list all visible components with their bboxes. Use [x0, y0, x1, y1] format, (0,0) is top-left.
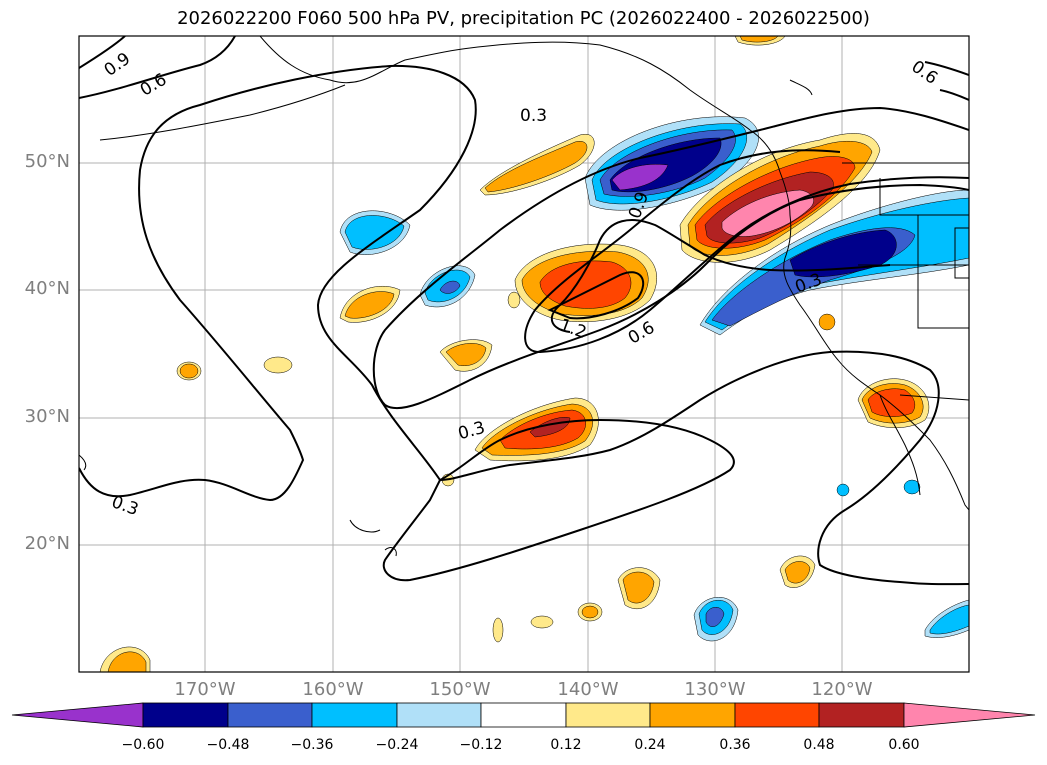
- colorbar-tick-label: 0.36: [719, 737, 751, 753]
- colorbar-tick-label: −0.12: [459, 737, 503, 753]
- colorbar-bin: [649, 702, 736, 728]
- pv-contours: [79, 36, 969, 586]
- colorbar-bin: [396, 702, 482, 728]
- precip-anomaly-positive: [484, 141, 588, 193]
- colorbar-tick-label: −0.36: [290, 737, 334, 753]
- precip-anomaly-positive: [530, 615, 554, 629]
- precip-anomaly-positive: [622, 571, 655, 604]
- precip-anomaly-negative: [903, 479, 921, 495]
- precip-anomaly-positive: [539, 260, 632, 309]
- colorbar-bin: [142, 702, 229, 728]
- pv-contour-0.3: [79, 64, 969, 586]
- lat-label: 30°N: [24, 406, 70, 427]
- precip-anomaly-negative: [836, 483, 850, 497]
- precip-anomaly-positive: [492, 617, 504, 643]
- precip-anomaly-positive: [784, 561, 811, 584]
- lon-label: 160°W: [302, 679, 364, 700]
- precip-anomaly-positive: [581, 605, 599, 619]
- lat-label: 50°N: [24, 151, 70, 172]
- precip-anomaly-positive: [445, 343, 487, 366]
- pv-contour-0.6: [79, 36, 236, 99]
- precip-anomaly-positive: [818, 313, 836, 331]
- pv-contour-0.9: [939, 89, 969, 101]
- map-frame: [78, 35, 970, 673]
- precip-anomaly-negative: [929, 604, 969, 635]
- pv-contour-0.6: [524, 149, 969, 354]
- pv-contour-0.9: [79, 36, 126, 69]
- colorbar: [11, 702, 1036, 728]
- map-area: [79, 36, 969, 672]
- precip-anomaly-negative: [611, 164, 669, 191]
- colorbar-bin: [734, 702, 820, 728]
- lon-label: 170°W: [174, 679, 236, 700]
- colorbar-bin: [565, 702, 651, 728]
- colorbar-bin: [311, 702, 398, 728]
- pv-contour-0.6: [924, 61, 969, 76]
- precip-anomaly-positive: [107, 651, 147, 672]
- precip-anomaly-positive: [344, 291, 395, 319]
- colorbar-tick-label: 0.60: [888, 737, 920, 753]
- pv-contour-0.3: [382, 418, 735, 582]
- contour-label: 0.3: [520, 106, 547, 126]
- lon-label: 150°W: [429, 679, 491, 700]
- colorbar-extend-high: [903, 702, 1036, 728]
- colorbar-tick-label: 0.24: [634, 737, 666, 753]
- colorbar-tick-label: 0.48: [803, 737, 835, 753]
- pv-contour-1.2: [547, 271, 645, 320]
- colorbar-tick-label: −0.24: [375, 737, 419, 753]
- colorbar-bin: [480, 702, 567, 728]
- precip-anomaly-negative: [439, 280, 461, 294]
- precip-anomaly-positive: [507, 291, 521, 309]
- lon-label: 120°W: [811, 679, 873, 700]
- map-title: 2026022200 F060 500 hPa PV, precipitatio…: [177, 8, 870, 29]
- precip-anomaly-positive: [179, 363, 199, 379]
- lat-label: 20°N: [24, 533, 70, 554]
- precip-anomaly-positive: [263, 356, 293, 374]
- lat-label: 40°N: [24, 278, 70, 299]
- colorbar-tick-label: 0.12: [550, 737, 582, 753]
- colorbar-tick-label: −0.60: [121, 737, 165, 753]
- colorbar-extend-low: [11, 702, 144, 728]
- colorbar-tick-label: −0.48: [206, 737, 250, 753]
- colorbar-bin: [818, 702, 905, 728]
- colorbar-bin: [227, 702, 313, 728]
- precip-anomaly-negative: [705, 607, 725, 627]
- coastlines: [79, 36, 969, 557]
- lon-label: 140°W: [557, 679, 619, 700]
- lon-label: 130°W: [684, 679, 746, 700]
